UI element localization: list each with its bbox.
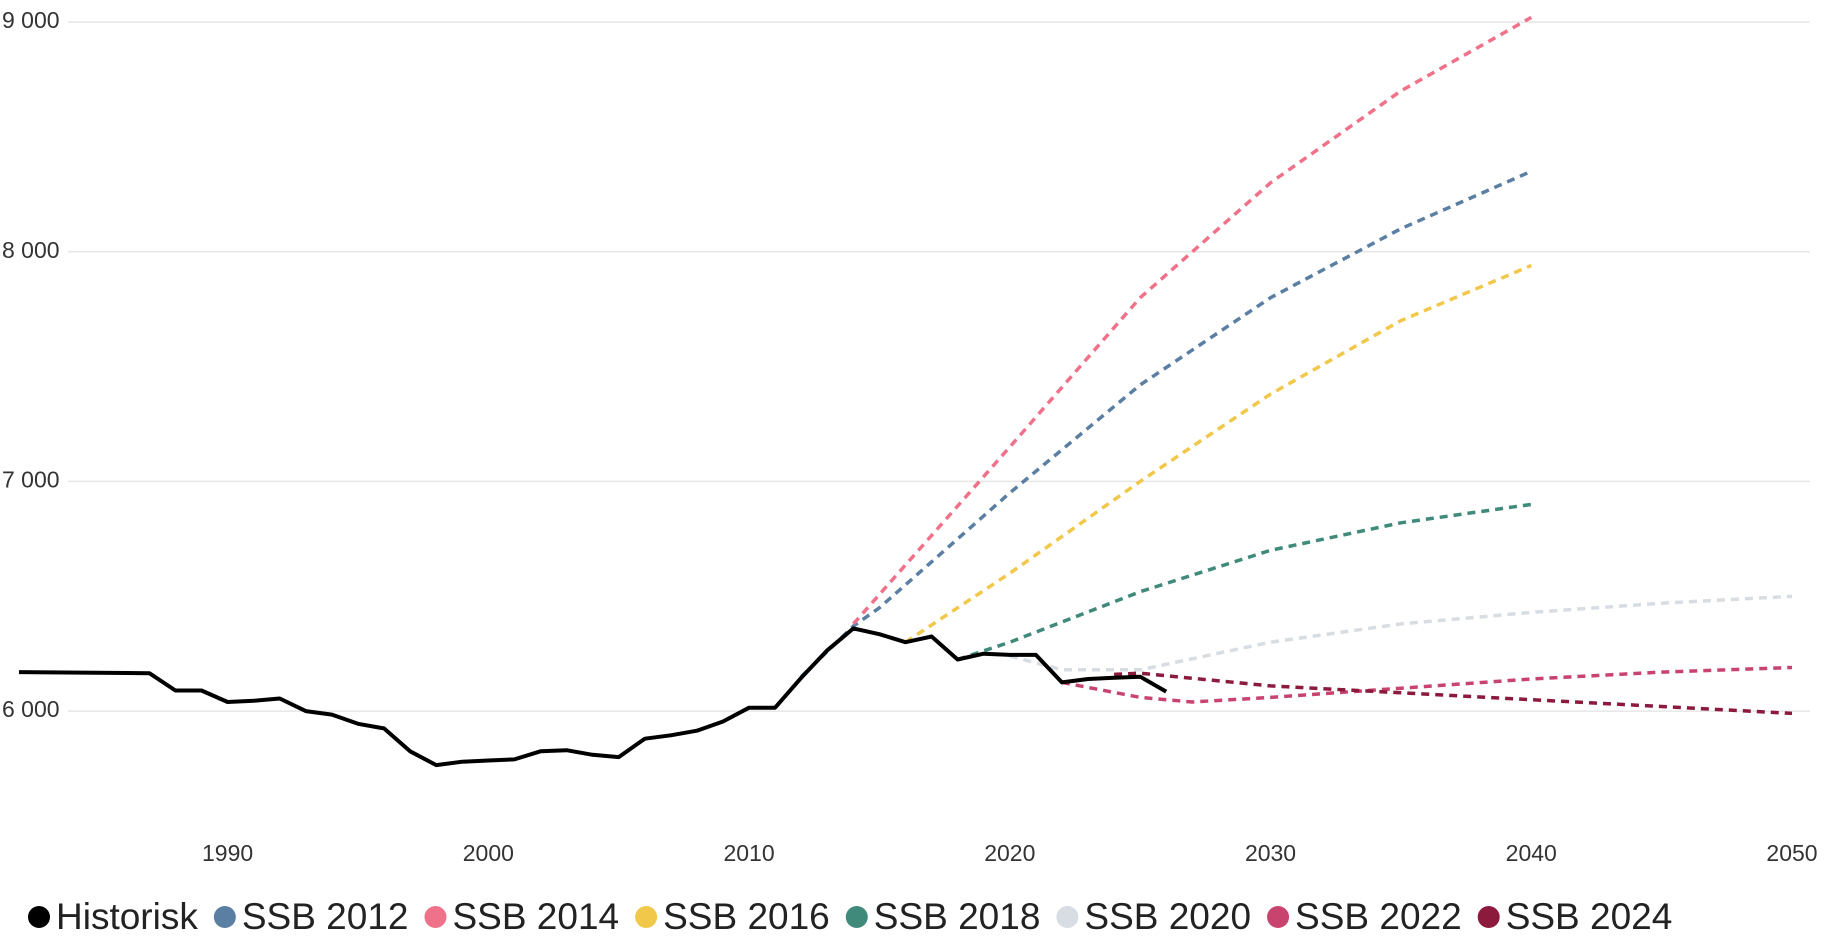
x-tick-label: 2010 xyxy=(723,840,774,866)
x-tick-label: 1990 xyxy=(202,840,253,866)
y-tick-label: 8 000 xyxy=(2,237,60,263)
legend-label: SSB 2014 xyxy=(452,896,619,937)
y-tick-label: 6 000 xyxy=(2,696,60,722)
series-line xyxy=(1061,665,1793,704)
legend-marker xyxy=(635,906,658,928)
legend-marker xyxy=(1267,906,1290,928)
series-line xyxy=(1114,671,1793,716)
y-tick-label: 7 000 xyxy=(2,467,60,493)
series-line xyxy=(18,626,1168,768)
series-line xyxy=(1009,594,1793,672)
legend-label: SSB 2016 xyxy=(663,896,830,937)
legend-marker xyxy=(1477,906,1500,928)
x-tick-label: 2050 xyxy=(1766,840,1817,866)
legend-label: SSB 2022 xyxy=(1295,896,1462,937)
x-tick-label: 2030 xyxy=(1245,840,1296,866)
y-tick-label: 9 000 xyxy=(2,7,60,33)
legend-marker xyxy=(1056,906,1079,928)
legend-marker xyxy=(28,906,50,928)
legend-label: SSB 2012 xyxy=(242,896,409,937)
legend-label: SSB 2020 xyxy=(1084,896,1251,937)
legend-label: SSB 2024 xyxy=(1506,896,1673,937)
series-line xyxy=(799,169,1533,678)
series-line xyxy=(852,15,1533,626)
x-tick-label: 2020 xyxy=(984,840,1035,866)
legend-marker xyxy=(213,906,236,928)
series-line xyxy=(904,263,1532,644)
series-line xyxy=(957,502,1532,662)
legend-marker xyxy=(845,906,868,928)
legend-marker xyxy=(424,906,447,928)
legend-label: Historisk xyxy=(56,896,198,937)
x-tick-label: 2000 xyxy=(463,840,514,866)
legend-label: SSB 2018 xyxy=(874,896,1041,937)
x-tick-label: 2040 xyxy=(1506,840,1557,866)
